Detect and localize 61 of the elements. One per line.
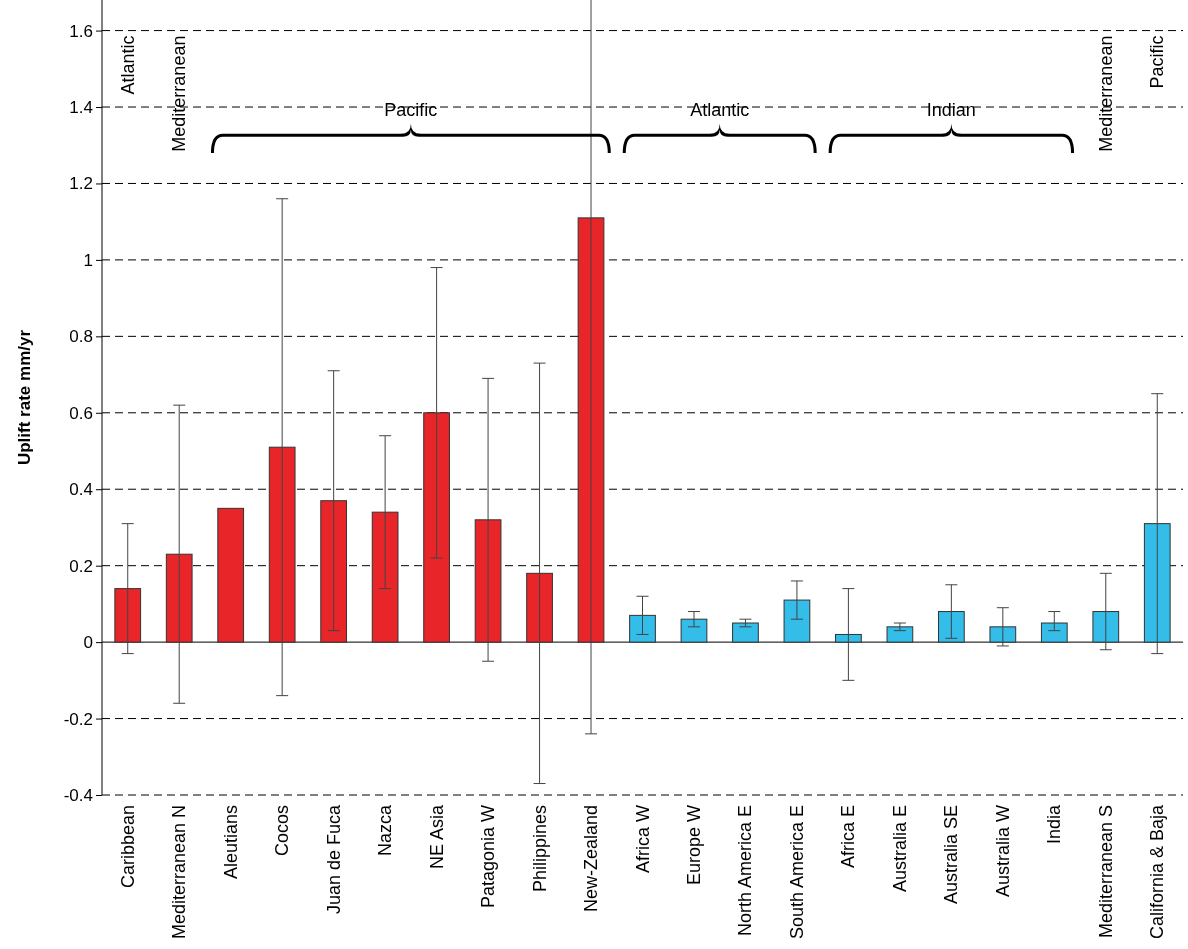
y-tick-label: 1.4 (69, 97, 93, 117)
bar (680, 618, 708, 643)
x-tick-label: Mediterranean N (169, 805, 190, 940)
bar (577, 217, 605, 643)
y-tick-label: 0.2 (69, 556, 93, 576)
bar (1143, 523, 1171, 643)
x-tick-label: South America E (786, 805, 807, 940)
bar (217, 507, 245, 643)
x-tick-label: Juan de Fuca (323, 804, 344, 915)
x-tick-label: NE Asia (426, 804, 447, 870)
y-tick-label: -0.4 (63, 785, 93, 805)
y-tick-label: -0.2 (63, 709, 93, 729)
x-tick-label: Nazca (375, 804, 396, 857)
annotation: Mediterranean (169, 35, 190, 152)
y-tick-label: 0.8 (69, 327, 93, 347)
bar (423, 412, 450, 643)
y-tick-label: 1.6 (69, 21, 93, 41)
x-tick-label: Mediterranean S (1095, 805, 1116, 939)
x-tick-label: California & Baja (1147, 804, 1168, 940)
bar (526, 572, 553, 643)
bar (1040, 622, 1068, 643)
bar (835, 633, 862, 643)
bar (937, 611, 965, 643)
x-tick-label: Europe W (683, 805, 704, 886)
bar (268, 446, 296, 643)
bar (886, 626, 914, 643)
y-tick-label: 0.6 (69, 403, 93, 423)
y-axis-title: Uplift rate mm/yr (15, 329, 34, 466)
x-tick-label: Cocos (272, 805, 293, 857)
x-tick-label: Caribbean (117, 805, 138, 889)
x-tick-label: Australia E (889, 805, 910, 893)
bar (783, 599, 811, 643)
annotation: Pacific (1147, 35, 1168, 89)
x-tick-label: Australia SE (941, 805, 962, 905)
x-tick-label: Aleutians (220, 805, 241, 880)
x-tick-label: Philippines (529, 805, 550, 893)
x-tick-label: India (1044, 804, 1065, 845)
y-tick-label: 0.4 (69, 480, 93, 500)
x-tick-label: Australia W (992, 805, 1013, 898)
x-tick-label: New-Zealand (581, 805, 602, 913)
x-tick-label: Africa E (838, 805, 859, 869)
annotation: Atlantic (117, 35, 138, 95)
annotation: Mediterranean (1095, 35, 1116, 152)
bar (114, 588, 142, 643)
y-tick-label: 1 (83, 250, 93, 270)
bar (371, 511, 399, 643)
bar (474, 519, 502, 643)
annotation: Atlantic (690, 99, 750, 120)
bar (629, 614, 656, 643)
annotation: Indian (926, 99, 976, 120)
bar (320, 500, 348, 643)
x-tick-label: North America E (735, 805, 756, 937)
x-tick-label: Africa W (632, 805, 653, 874)
bar (989, 626, 1017, 643)
y-tick-label: 0 (83, 633, 93, 653)
bar (165, 553, 193, 643)
annotation: Pacific (384, 99, 438, 120)
x-tick-label: Patagonia W (478, 804, 499, 909)
y-tick-label: 1.2 (69, 174, 93, 194)
bar (732, 622, 759, 643)
bar (1092, 611, 1120, 643)
